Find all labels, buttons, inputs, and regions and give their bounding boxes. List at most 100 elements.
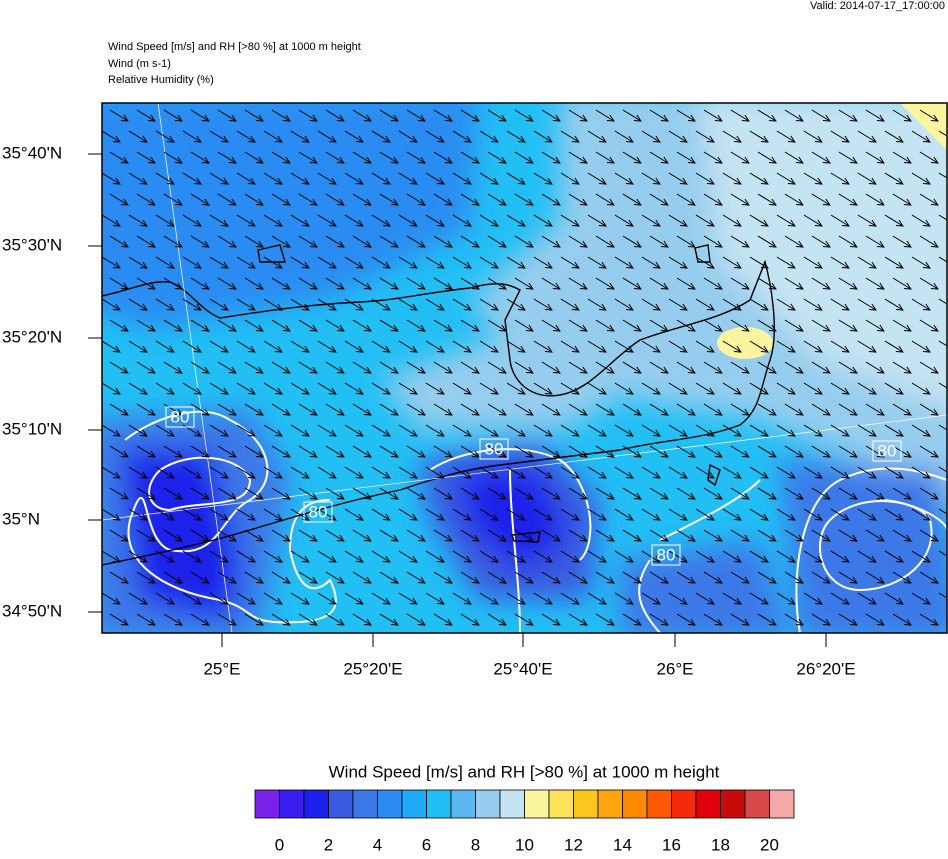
wind-arrow bbox=[344, 214, 364, 227]
rh-contours bbox=[124, 410, 947, 633]
wind-arrow bbox=[325, 487, 345, 500]
wind-arrow bbox=[155, 340, 175, 353]
wind-arrow bbox=[695, 214, 715, 227]
wind-arrow bbox=[622, 613, 642, 626]
wind-arrow bbox=[649, 109, 669, 122]
wind-arrow bbox=[541, 487, 561, 500]
wind-arrow bbox=[587, 214, 607, 227]
wind-arrow bbox=[102, 635, 120, 646]
wind-arrow bbox=[730, 445, 750, 458]
wind-arrow bbox=[649, 319, 669, 332]
wind-arrow bbox=[487, 571, 507, 584]
wind-arrow bbox=[830, 592, 850, 605]
wind-arrow bbox=[568, 193, 588, 206]
wind-arrow bbox=[676, 151, 696, 164]
wind-arrow bbox=[811, 319, 831, 332]
wind-arrow bbox=[209, 508, 229, 521]
wind-arrow bbox=[776, 382, 796, 395]
wind-arrow bbox=[730, 277, 750, 290]
wind-arrow bbox=[595, 319, 615, 332]
wind-arrow bbox=[649, 361, 669, 374]
wind-arrow bbox=[587, 256, 607, 269]
wind-arrow bbox=[892, 571, 912, 584]
wind-arrow bbox=[560, 466, 580, 479]
wind-arrow bbox=[561, 635, 579, 646]
wind-arrow bbox=[595, 403, 615, 416]
wind-arrow bbox=[884, 424, 904, 437]
wind-arrow bbox=[587, 382, 607, 395]
wind-arrow bbox=[271, 319, 291, 332]
wind-arrow bbox=[857, 298, 877, 311]
lon-label: 25°20'E bbox=[343, 659, 402, 678]
wind-arrow bbox=[757, 571, 777, 584]
wind-arrow bbox=[317, 256, 337, 269]
wind-arrow bbox=[371, 382, 391, 395]
wind-arrow bbox=[668, 214, 688, 227]
wind-arrow bbox=[730, 193, 750, 206]
wind-arrow bbox=[236, 592, 256, 605]
wind-arrow bbox=[911, 298, 931, 311]
colorbar-box bbox=[573, 789, 599, 819]
wind-arrow bbox=[676, 319, 696, 332]
wind-arrow bbox=[425, 214, 445, 227]
wind-arrow bbox=[514, 109, 534, 122]
wind-arrow bbox=[217, 277, 237, 290]
colorbar-box bbox=[671, 789, 697, 819]
wind-arrow bbox=[487, 361, 507, 374]
wind-arrow bbox=[317, 298, 337, 311]
title-line: Wind (m s-1) bbox=[108, 58, 171, 70]
wind-arrow bbox=[757, 403, 777, 416]
wind-arrow bbox=[884, 256, 904, 269]
wind-arrow bbox=[757, 487, 777, 500]
wind-arrow bbox=[244, 109, 264, 122]
wind-arrow bbox=[695, 340, 715, 353]
wind-arrow bbox=[102, 298, 121, 311]
wind-arrow bbox=[379, 487, 399, 500]
wind-arrow bbox=[217, 361, 237, 374]
wind-arrow bbox=[911, 592, 931, 605]
wind-arrow bbox=[102, 424, 121, 437]
wind-arrow bbox=[236, 382, 256, 395]
wind-arrow bbox=[838, 193, 858, 206]
wind-arrow bbox=[649, 235, 669, 248]
wind-arrow bbox=[479, 298, 499, 311]
wind-arrow bbox=[290, 550, 310, 563]
wind-arrow bbox=[109, 613, 129, 626]
wind-arrow bbox=[919, 571, 939, 584]
wind-arrow bbox=[271, 277, 291, 290]
wind-arrow bbox=[379, 445, 399, 458]
wind-arrow bbox=[263, 550, 283, 563]
wind-arrow bbox=[128, 424, 148, 437]
wind-arrow bbox=[325, 151, 345, 164]
wind-arrow bbox=[757, 277, 777, 290]
colorbar-tick-label: 12 bbox=[564, 835, 583, 854]
wind-arrow bbox=[102, 592, 121, 605]
wind-arrow bbox=[830, 382, 850, 395]
wind-arrow bbox=[425, 424, 445, 437]
wind-arrow bbox=[911, 130, 931, 143]
wind-arrow bbox=[452, 424, 472, 437]
wind-arrow bbox=[938, 214, 947, 221]
wind-arrow bbox=[163, 109, 183, 122]
wind-arrow bbox=[352, 613, 372, 626]
wind-arrow bbox=[217, 193, 237, 206]
wind-arrow bbox=[352, 319, 372, 332]
wind-arrow bbox=[209, 340, 229, 353]
wind-arrow bbox=[163, 487, 183, 500]
wind-arrow bbox=[568, 571, 588, 584]
wind-arrow bbox=[541, 277, 561, 290]
wind-arrow bbox=[263, 130, 283, 143]
wind-arrow bbox=[155, 550, 175, 563]
wind-arrow bbox=[884, 466, 904, 479]
wind-arrow bbox=[406, 403, 426, 416]
wind-arrow bbox=[379, 109, 399, 122]
wind-arrow bbox=[487, 277, 507, 290]
wind-arrow bbox=[487, 109, 507, 122]
map-frame bbox=[101, 102, 948, 634]
wind-arrow bbox=[811, 193, 831, 206]
wind-arrow bbox=[668, 508, 688, 521]
wind-arrow bbox=[641, 214, 661, 227]
wind-arrow bbox=[541, 529, 561, 542]
wind-arrow bbox=[317, 466, 337, 479]
wind-arrow bbox=[136, 151, 156, 164]
